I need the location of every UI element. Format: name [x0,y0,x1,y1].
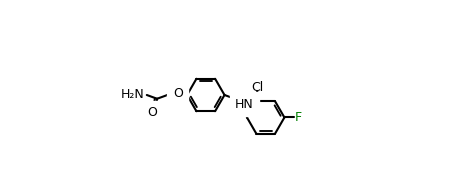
Text: H₂N: H₂N [121,89,145,101]
Text: HN: HN [235,98,254,111]
Text: Cl: Cl [251,81,264,94]
Text: O: O [147,106,157,119]
Text: O: O [173,87,183,100]
Text: F: F [295,111,301,124]
